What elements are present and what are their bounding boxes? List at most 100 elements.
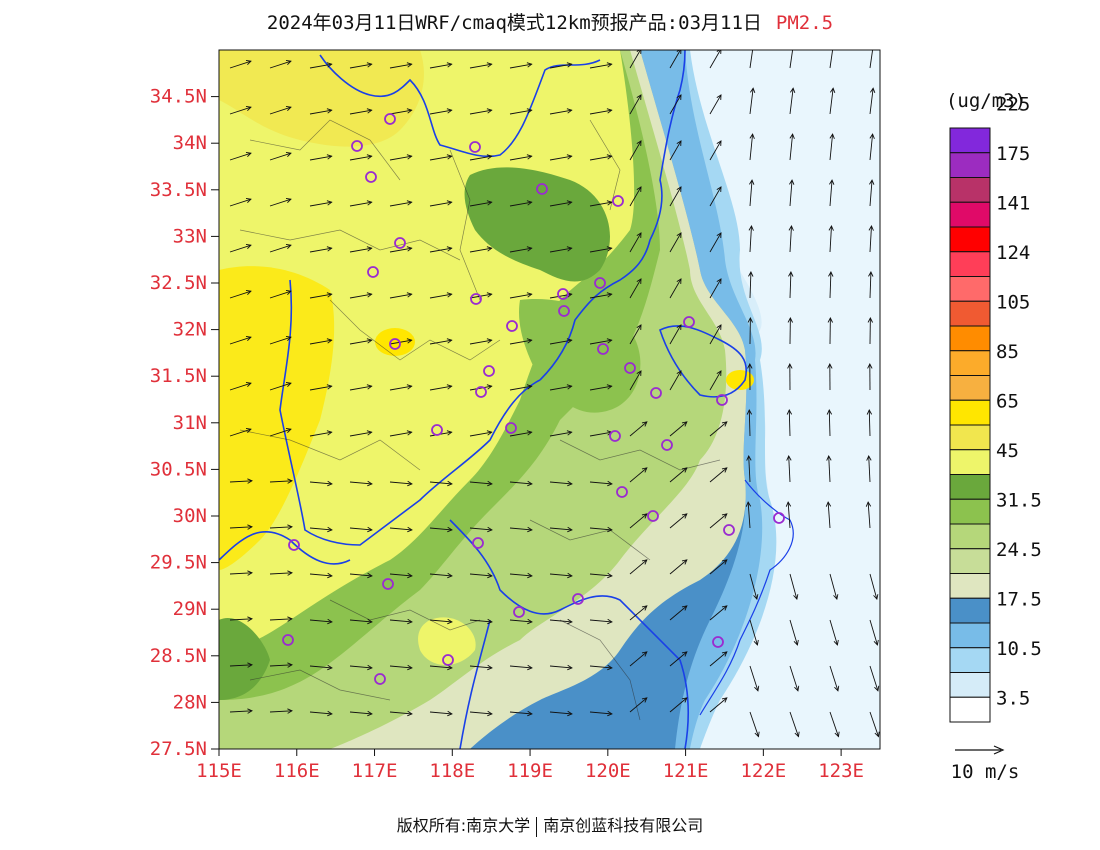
wind-arrow [709, 467, 728, 483]
wind-arrowhead [827, 363, 833, 369]
wind-arrowhead [527, 480, 533, 487]
wind-arrow [629, 651, 648, 667]
city-station-marker [597, 343, 609, 355]
lat-label: 28.5N [150, 645, 207, 667]
wind-arrowhead [366, 108, 373, 114]
wind-arrow [469, 431, 492, 437]
wind-arrowhead [828, 271, 834, 277]
green-patch-east [519, 299, 641, 413]
copyright-right: 南京创蓝科技有限公司 [543, 816, 704, 835]
wind-arrowhead [607, 572, 613, 579]
wind-arrowhead [447, 572, 453, 579]
wind-arrow [549, 573, 572, 577]
colorbar-swatch [949, 276, 991, 302]
wind-arrow [309, 385, 332, 391]
wind-arrowhead [754, 685, 760, 692]
wind-arrowhead [406, 430, 413, 436]
wind-arrowhead [486, 292, 493, 298]
lon-label: 120E [585, 760, 631, 782]
wind-arrow [389, 293, 412, 299]
wind-arrowhead [567, 618, 573, 625]
wind-arrowhead [366, 154, 373, 160]
wind-arrowhead [566, 430, 573, 436]
wind-arrowhead [866, 455, 872, 461]
wind-arrowhead [447, 618, 453, 625]
wind-arrow [589, 109, 612, 115]
wind-arrowhead [526, 430, 533, 436]
city-station-marker [389, 338, 401, 350]
wind-arrow [309, 431, 332, 437]
wind-arrow [269, 60, 292, 69]
wind-arrow [549, 109, 572, 115]
wind-arrow [749, 272, 752, 299]
wind-arrow [869, 272, 872, 299]
lon-label: 122E [740, 760, 786, 782]
lat-label: 34.5N [150, 86, 207, 108]
wind-arrowhead [446, 200, 453, 206]
lat-label: 32N [173, 319, 207, 341]
green-hotspot-north [464, 167, 610, 282]
wind-arrowhead [676, 232, 682, 238]
wind-arrowhead [326, 338, 333, 344]
wind-arrowhead [285, 427, 292, 434]
lon-label: 119E [507, 760, 553, 782]
wind-arrowhead [606, 338, 613, 344]
wind-arrow [829, 665, 839, 691]
prefecture-boundaries [239, 119, 721, 721]
colorbar-swatch [949, 424, 991, 451]
wind-arrow [429, 619, 452, 623]
wind-arrowhead [446, 62, 453, 68]
wind-arrow [469, 109, 492, 115]
wind-arrowhead [716, 278, 722, 284]
wind-arrowhead [873, 594, 879, 601]
wind-arrow [509, 63, 532, 69]
city-station-marker [712, 636, 724, 648]
city-station-marker [609, 430, 621, 442]
wind-arrowhead [567, 480, 573, 487]
wind-arrowhead [789, 87, 796, 94]
wind-arrow [349, 155, 372, 161]
wind-arrowhead [245, 151, 252, 158]
wind-arrow [269, 336, 292, 345]
city-station-marker [282, 634, 294, 646]
wind-arrow [229, 198, 252, 207]
wind-arrow [868, 409, 871, 437]
wind-arrowhead [566, 200, 573, 206]
wind-arrow [509, 665, 532, 669]
wind-arrow [589, 247, 612, 253]
wind-arrow [349, 293, 372, 299]
wind-arrow [549, 431, 572, 437]
wind-arrow [669, 324, 682, 345]
wind-arrow [549, 711, 572, 715]
wind-arrow [629, 232, 642, 253]
wind-arrow [309, 527, 332, 531]
colorbar-swatch [949, 201, 991, 228]
wind-arrowhead [447, 526, 453, 533]
wind-arrow [629, 186, 642, 207]
wind-arrow [709, 140, 722, 161]
wind-arrow [749, 226, 752, 253]
wind-legend-arrowhead [993, 745, 1005, 755]
wind-arrowhead [829, 179, 835, 185]
colorbar-swatch [949, 325, 991, 352]
pref-boundary-2 [239, 229, 461, 261]
lat-label: 31.5N [150, 365, 207, 387]
wind-arrowhead [636, 186, 642, 192]
wind-arrowhead [486, 108, 493, 114]
wind-arrowhead [866, 409, 873, 415]
wind-arrowhead [407, 710, 413, 717]
wind-arrow [309, 109, 332, 115]
wind-arrowhead [748, 225, 754, 231]
wind-arrowhead [366, 338, 373, 344]
wind-arrow [869, 50, 874, 69]
wind-arrow [749, 180, 753, 207]
colorbar-labels: 3.5 10.5 17.5 24.5 31.5 45 65 85 105 124 141 175 225 [996, 93, 1042, 709]
colorbar-swatch [949, 548, 991, 574]
wind-arrow [669, 651, 688, 667]
wind-arrow [748, 409, 751, 437]
wind-arrow [269, 106, 292, 115]
wind-arrow [589, 573, 612, 577]
wind-arrowhead [794, 731, 800, 738]
colorbar-label: 17.5 [996, 588, 1042, 610]
wind-arrow [469, 481, 492, 485]
